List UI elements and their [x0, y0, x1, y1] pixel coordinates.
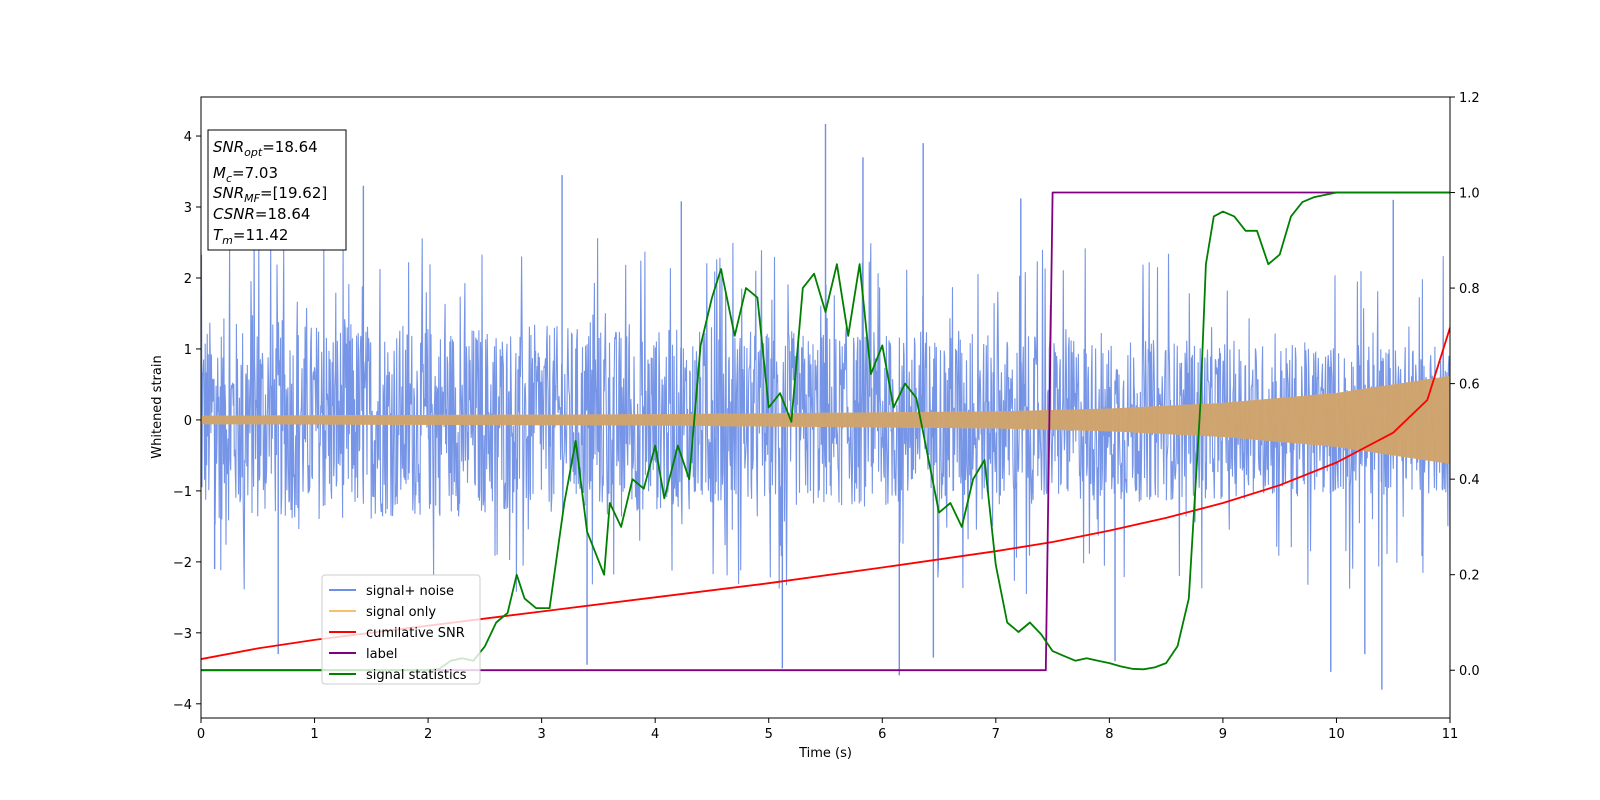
x-tick-label: 11	[1442, 727, 1459, 742]
axes-layer: 0 1 2 3 4 5 6 7 8 9 10 11 −4 −3 −2 −1 0 1 2 3 4 0.0 0.2 0.4 0.6 0…	[173, 91, 1480, 742]
y2-tick-label: 0.2	[1459, 569, 1480, 584]
signal-only-envelope	[201, 375, 1450, 464]
legend-signal-only-label: signal only	[366, 605, 436, 620]
x-tick-label: 9	[1219, 727, 1227, 742]
legend-signal-statistics-label: signal statistics	[366, 668, 467, 683]
signal-noise-line	[201, 226, 1450, 595]
legend-entries: signal+ noise signal only cumilative SNR la…	[329, 584, 467, 683]
x-tick-label: 2	[424, 727, 432, 742]
legend-frame	[321, 574, 481, 685]
y-tick-label: 2	[184, 272, 192, 287]
info-mc: Mc=7.03	[213, 164, 278, 185]
signal-only-layer	[201, 375, 1450, 464]
signal-noise-layer	[201, 123, 1450, 690]
info-tm: Tm=11.42	[213, 226, 288, 247]
y-tick-label: 3	[184, 201, 192, 216]
y-tick-label: −1	[173, 485, 192, 500]
info-snr-opt: SNRopt=18.64	[213, 138, 318, 159]
info-box: SNRopt=18.64 Mc=7.03 SNRMF=[19.62] CSNR=…	[207, 129, 347, 251]
plot-frame	[200, 96, 1451, 719]
x-tick-label: 10	[1328, 727, 1345, 742]
legend-label-label: label	[366, 647, 397, 662]
x-tick-label: 6	[878, 727, 886, 742]
x-tick-label: 1	[310, 727, 318, 742]
x-tick-label: 8	[1105, 727, 1113, 742]
legend-signal-noise-label: signal+ noise	[366, 584, 454, 599]
y2-tick-label: 0.8	[1459, 282, 1480, 297]
x-tick-label: 0	[197, 727, 205, 742]
y2-tick-label: 1.0	[1459, 187, 1480, 202]
y-axis-title: Whitened strain	[150, 355, 165, 458]
legend: signal+ noise signal only cumilative SNR la…	[321, 574, 481, 685]
x-tick-label: 3	[537, 727, 545, 742]
info-box-frame	[207, 129, 347, 251]
y-tick-label: −4	[173, 698, 192, 713]
y-tick-label: −2	[173, 556, 192, 571]
y2-tick-label: 0.4	[1459, 473, 1480, 488]
legend-cumulative-snr-label: cumilative SNR	[366, 626, 465, 641]
label-line	[201, 191, 1450, 672]
y-tick-label: 0	[184, 414, 192, 429]
y-tick-label: −3	[173, 627, 192, 642]
x-tick-label: 5	[765, 727, 773, 742]
x-tick-label: 4	[651, 727, 659, 742]
y2-tick-label: 0.6	[1459, 378, 1480, 393]
y2-tick-label: 0.0	[1459, 664, 1480, 679]
signal-statistics-line	[201, 191, 1450, 672]
y-tick-label: 1	[184, 343, 192, 358]
info-csnr: CSNR=18.64	[213, 205, 310, 223]
x-tick-label: 7	[992, 727, 1000, 742]
info-snr-mf: SNRMF=[19.62]	[213, 184, 327, 205]
y2-tick-label: 1.2	[1459, 91, 1480, 106]
x-axis-title: Time (s)	[798, 746, 852, 761]
y-tick-label: 4	[184, 130, 192, 145]
